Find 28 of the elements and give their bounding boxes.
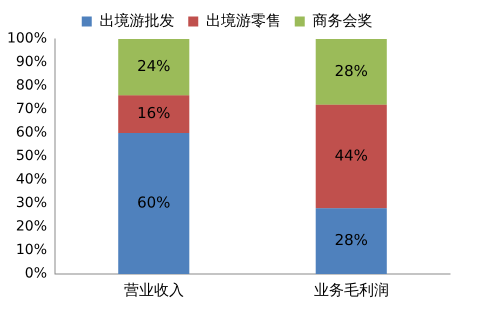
y-tick-label: 20% bbox=[16, 218, 48, 235]
y-tick-label: 50% bbox=[16, 148, 48, 164]
x-tick-label: 营业收入 bbox=[124, 280, 184, 299]
y-tick-label: 10% bbox=[16, 242, 48, 258]
y-tick-label: 70% bbox=[16, 101, 48, 118]
data-label: 28% bbox=[334, 230, 368, 249]
bar bbox=[118, 133, 190, 274]
bar bbox=[316, 104, 387, 208]
data-label: 28% bbox=[334, 62, 368, 80]
data-label: 24% bbox=[137, 57, 170, 76]
bar bbox=[316, 208, 387, 274]
y-tick-label: 90% bbox=[16, 54, 48, 70]
bar bbox=[118, 39, 190, 96]
x-tick-label: 业务毛利润 bbox=[314, 280, 389, 299]
y-tick-label: 0% bbox=[24, 266, 48, 282]
y-tick-label: 80% bbox=[16, 78, 48, 94]
y-tick-label: 60% bbox=[16, 124, 48, 141]
y-tick-label: 30% bbox=[16, 195, 48, 212]
bar bbox=[316, 39, 387, 105]
legend-label: 出境游批发 bbox=[99, 11, 174, 30]
y-tick-label: 40% bbox=[16, 172, 48, 188]
bar bbox=[118, 95, 190, 133]
y-tick-label: 100% bbox=[6, 30, 48, 47]
legend-label: 出境游零售 bbox=[206, 11, 281, 30]
data-label: 44% bbox=[334, 146, 368, 164]
data-label: 60% bbox=[137, 193, 170, 212]
legend-label: 商务会奖 bbox=[312, 11, 372, 30]
data-label: 16% bbox=[137, 104, 170, 122]
